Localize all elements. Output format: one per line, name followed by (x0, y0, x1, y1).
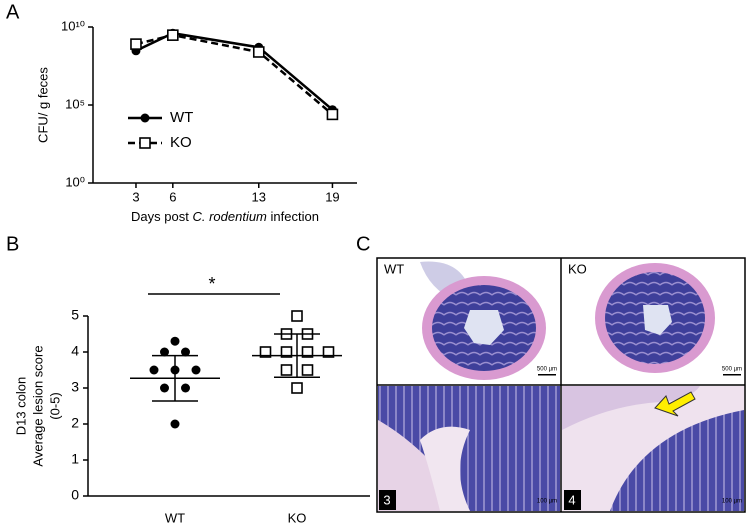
scale-label: 100 µm (537, 499, 557, 505)
y-tick-label: 10⁵ (65, 96, 85, 111)
marker (301, 346, 314, 358)
image-label: 3 (383, 492, 390, 507)
marker (252, 46, 265, 58)
lumen (464, 310, 504, 345)
panel-label: B (6, 233, 19, 255)
label-box (564, 490, 581, 510)
marker (259, 346, 272, 358)
x-axis-label-part: Days post (131, 209, 192, 224)
scale-label: 100 µm (722, 499, 742, 505)
panel-label: C (356, 233, 370, 255)
lumen (643, 305, 672, 335)
series-line (135, 33, 334, 116)
x-tick-label: WT (165, 510, 185, 525)
marker (280, 346, 293, 358)
x-axis-label-part: infection (267, 209, 319, 224)
x-tick-label: 19 (325, 189, 339, 204)
y-tick-label: 2 (71, 415, 79, 431)
x-axis-label-part: C. rodentium (192, 209, 267, 224)
image-label: WT (384, 261, 404, 276)
y-tick-label: 10⁰ (65, 174, 85, 189)
x-tick-label: 6 (169, 189, 176, 204)
panel-label: A (6, 1, 20, 23)
legend-marker (140, 113, 150, 123)
image-label: 4 (568, 492, 575, 507)
y-tick-label: 10¹⁰ (61, 18, 85, 33)
x-axis-label: Days post C. rodentium infection (131, 209, 319, 224)
legend-label: KO (170, 134, 192, 151)
marker (167, 29, 179, 41)
arrow (654, 391, 696, 417)
significance-label: * (208, 274, 215, 294)
marker (322, 346, 335, 358)
y-tick-label: 5 (71, 307, 79, 323)
marker (181, 347, 190, 357)
y-axis-label: (0-5) (47, 392, 62, 419)
zoom-mucosa (378, 386, 560, 511)
histology-panel: C WT KO 500 µm 500 µm 3 4 100 µm 100 µm (356, 233, 746, 513)
y-axis-label: CFU/ g feces (35, 67, 50, 143)
x-tick-label: 13 (252, 189, 266, 204)
y-axis-label: Average lesion score (30, 345, 45, 466)
marker (149, 365, 159, 375)
y-axis-label: D13 colon (13, 377, 28, 436)
marker (170, 336, 180, 346)
y-tick-label: 0 (71, 487, 79, 503)
scale-label: 500 µm (722, 367, 742, 373)
scale-bar (723, 374, 741, 376)
image-label: KO (568, 261, 587, 276)
label-box (379, 490, 396, 510)
marker (291, 382, 303, 394)
x-tick-label: 3 (132, 189, 139, 204)
legend-label: WT (170, 109, 193, 126)
submucosa (420, 426, 470, 511)
y-tick-label: 3 (71, 379, 79, 395)
marker (160, 347, 169, 357)
marker (326, 108, 339, 121)
marker (130, 38, 142, 50)
legend-marker (139, 137, 151, 149)
series-line (135, 31, 334, 111)
marker (291, 310, 303, 322)
zoom-mucosa (610, 410, 744, 511)
scale-bar (538, 374, 556, 376)
marker (160, 383, 169, 393)
y-tick-label: 1 (71, 451, 79, 467)
marker (170, 419, 180, 429)
scale-label: 500 µm (537, 367, 557, 373)
marker (191, 365, 201, 375)
marker (280, 364, 293, 376)
marker (301, 364, 314, 376)
marker (181, 383, 190, 393)
y-tick-label: 4 (71, 343, 79, 359)
x-tick-label: KO (288, 510, 307, 525)
